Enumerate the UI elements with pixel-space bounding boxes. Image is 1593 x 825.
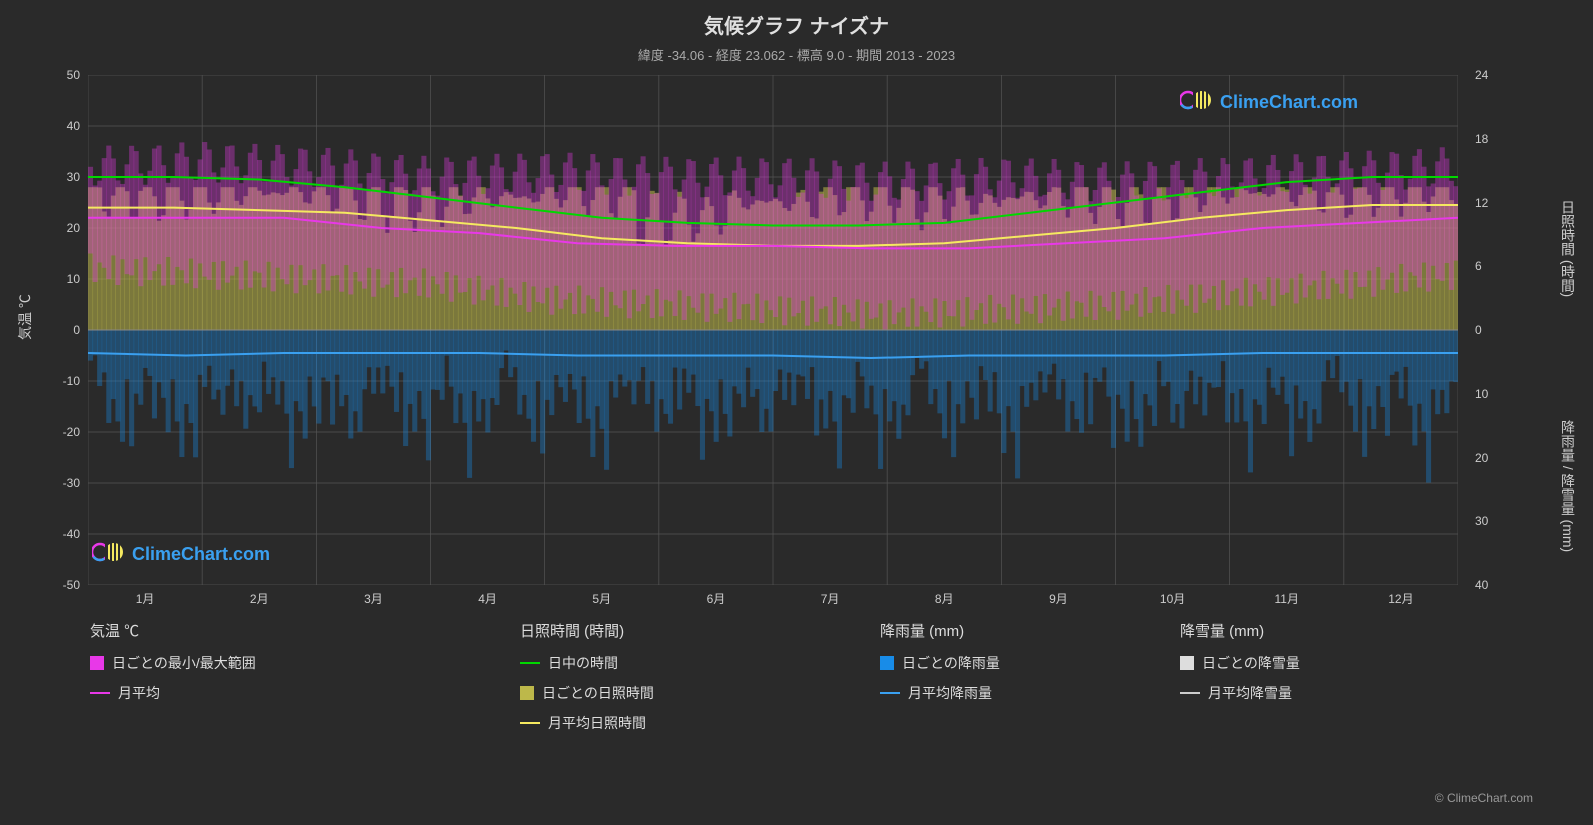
x-tick: 3月 (364, 590, 383, 607)
x-tick: 7月 (821, 590, 840, 607)
copyright-text: © ClimeChart.com (1435, 791, 1533, 805)
x-tick: 12月 (1388, 590, 1413, 607)
y-right-tick: 12 (1475, 196, 1505, 210)
legend-item: 日ごとの降雨量 (880, 653, 1000, 673)
watermark-icon (92, 540, 126, 569)
y-right-tick: 0 (1475, 323, 1505, 337)
legend-section: 降雨量 (mm) 日ごとの降雨量月平均降雨量 (880, 620, 1000, 713)
y-left-tick: -40 (50, 527, 80, 541)
x-tick: 1月 (136, 590, 155, 607)
watermark-icon (1180, 88, 1214, 117)
watermark-text: ClimeChart.com (132, 544, 270, 565)
y-right-tick: 24 (1475, 68, 1505, 82)
y-left-tick: 20 (50, 221, 80, 235)
legend-item: 月平均降雪量 (1180, 683, 1300, 703)
y-left-tick: 0 (50, 323, 80, 337)
legend-label: 月平均 (118, 683, 160, 703)
legend-item: 月平均降雨量 (880, 683, 1000, 703)
y-left-tick: -50 (50, 578, 80, 592)
x-tick: 11月 (1275, 590, 1299, 607)
x-tick: 10月 (1160, 590, 1185, 607)
legend-swatch (520, 686, 534, 700)
chart-plot-area (88, 75, 1458, 585)
legend-item: 日ごとの最小/最大範囲 (90, 653, 256, 673)
legend-section: 降雪量 (mm) 日ごとの降雪量月平均降雪量 (1180, 620, 1300, 713)
legend-swatch (880, 692, 900, 694)
y-right-tick: 40 (1475, 578, 1505, 592)
legend-label: 月平均日照時間 (548, 713, 646, 733)
y-left-tick: 40 (50, 119, 80, 133)
watermark: ClimeChart.com (1180, 88, 1358, 117)
x-tick: 5月 (592, 590, 611, 607)
x-tick: 9月 (1049, 590, 1068, 607)
legend-title: 降雪量 (mm) (1180, 620, 1300, 641)
y-right-tick: 6 (1475, 259, 1505, 273)
legend-label: 日ごとの日照時間 (542, 683, 654, 703)
legend-swatch (520, 662, 540, 664)
legend-swatch (90, 692, 110, 694)
legend-label: 月平均降雨量 (908, 683, 992, 703)
chart-title: 気候グラフ ナイズナ (0, 0, 1593, 39)
legend-section: 日照時間 (時間) 日中の時間日ごとの日照時間月平均日照時間 (520, 620, 654, 743)
x-tick: 6月 (707, 590, 726, 607)
legend-title: 気温 ℃ (90, 620, 256, 641)
y-axis-right-label-bottom: 降雨量 / 降雪量 (mm) (1558, 420, 1578, 552)
legend-label: 日ごとの降雪量 (1202, 653, 1300, 673)
legend-label: 日ごとの最小/最大範囲 (112, 653, 256, 673)
legend-section: 気温 ℃ 日ごとの最小/最大範囲月平均 (90, 620, 256, 713)
y-left-tick: -30 (50, 476, 80, 490)
x-tick: 2月 (250, 590, 269, 607)
legend-swatch (1180, 656, 1194, 670)
y-left-tick: 50 (50, 68, 80, 82)
y-left-tick: 30 (50, 170, 80, 184)
y-right-tick: 20 (1475, 451, 1505, 465)
legend-label: 日ごとの降雨量 (902, 653, 1000, 673)
legend-swatch (1180, 692, 1200, 694)
y-right-tick: 30 (1475, 514, 1505, 528)
y-left-tick: 10 (50, 272, 80, 286)
y-axis-left-label: 気温 ℃ (15, 294, 35, 340)
x-tick: 8月 (935, 590, 954, 607)
legend-item: 月平均 (90, 683, 256, 703)
legend-item: 日中の時間 (520, 653, 654, 673)
legend-swatch (880, 656, 894, 670)
watermark-text: ClimeChart.com (1220, 92, 1358, 113)
legend-swatch (520, 722, 540, 724)
legend-label: 月平均降雪量 (1208, 683, 1292, 703)
legend-title: 降雨量 (mm) (880, 620, 1000, 641)
y-right-tick: 10 (1475, 387, 1505, 401)
legend-label: 日中の時間 (548, 653, 618, 673)
y-axis-right-label-top: 日照時間 (時間) (1558, 200, 1578, 297)
chart-subtitle: 緯度 -34.06 - 経度 23.062 - 標高 9.0 - 期間 2013… (0, 39, 1593, 64)
y-left-tick: -20 (50, 425, 80, 439)
x-tick: 4月 (478, 590, 497, 607)
y-right-tick: 18 (1475, 132, 1505, 146)
watermark: ClimeChart.com (92, 540, 270, 569)
y-left-tick: -10 (50, 374, 80, 388)
legend-item: 月平均日照時間 (520, 713, 654, 733)
legend-item: 日ごとの降雪量 (1180, 653, 1300, 673)
legend-title: 日照時間 (時間) (520, 620, 654, 641)
legend-item: 日ごとの日照時間 (520, 683, 654, 703)
legend-swatch (90, 656, 104, 670)
